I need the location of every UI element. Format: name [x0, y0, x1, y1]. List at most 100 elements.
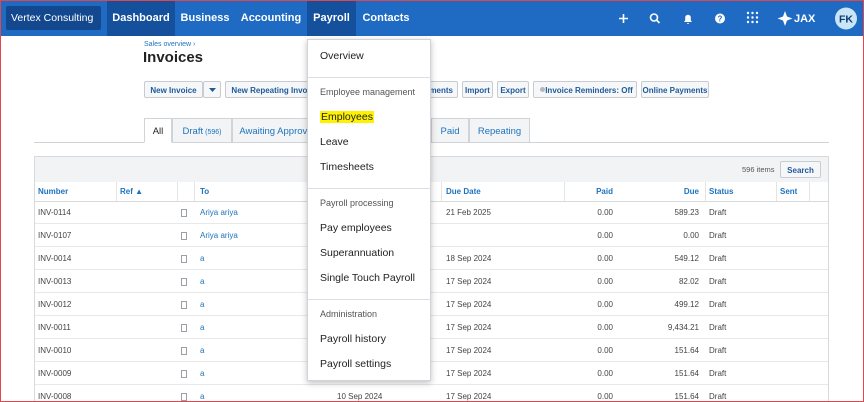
table-row[interactable] [35, 362, 828, 385]
cell-status: Draft [709, 300, 727, 309]
column-divider [441, 182, 442, 201]
nav-icons: ? JAX FK [619, 7, 857, 30]
search-icon[interactable] [649, 13, 659, 22]
org-switcher[interactable]: Vertex Consulting [6, 6, 101, 44]
cell-paid: 0.00 [597, 208, 613, 217]
cell-to[interactable]: Ariya ariya [200, 208, 238, 217]
menu-heading: Administration [320, 309, 378, 319]
tab-label: Awaiting Approval [239, 126, 315, 137]
tab[interactable]: Paid [431, 118, 469, 143]
cell-due: 589.23 [674, 208, 699, 217]
avatar[interactable] [835, 7, 857, 30]
apps-icon[interactable] [746, 11, 759, 24]
doc-icon [181, 278, 187, 286]
nav-item[interactable]: Contacts [362, 12, 410, 24]
cell-paid: 0.00 [597, 369, 613, 378]
column-header[interactable]: Number [38, 187, 69, 196]
column-header[interactable]: Sent [780, 187, 798, 196]
tab-label: Draft [182, 126, 204, 137]
column-divider [776, 182, 777, 201]
menu-item[interactable]: Payroll settings [320, 358, 392, 370]
cell-number: INV-0008 [38, 392, 72, 401]
page-title: Invoices [143, 49, 204, 66]
dropdown-button[interactable] [203, 81, 221, 98]
tab-label: All [152, 126, 164, 137]
toolbar-button[interactable]: Online Payments [641, 81, 709, 98]
add-icon[interactable] [619, 14, 628, 23]
cell-to[interactable]: Ariya ariya [200, 231, 238, 240]
doc-icon [181, 232, 187, 240]
doc-icon [181, 301, 187, 309]
cell-due: 151.64 [674, 392, 699, 401]
cell-due-date: 17 Sep 2024 [446, 277, 492, 286]
cell-due: 82.02 [678, 277, 699, 286]
cell-status: Draft [709, 346, 727, 355]
table-row[interactable] [35, 201, 828, 224]
cell-status: Draft [709, 254, 727, 263]
table-row[interactable] [35, 316, 828, 339]
column-divider [177, 182, 178, 201]
menu-item[interactable]: Pay employees [320, 222, 392, 234]
cell-status: Draft [709, 231, 727, 240]
column-header[interactable]: Paid [596, 187, 613, 196]
help-icon[interactable] [715, 13, 725, 24]
menu-item[interactable]: Single Touch Payroll [320, 272, 415, 284]
bell-icon[interactable] [684, 14, 692, 24]
cell-number: INV-0114 [38, 208, 71, 217]
menu-item[interactable]: Superannuation [320, 247, 395, 259]
cell-to[interactable]: a [200, 277, 205, 286]
table-row[interactable] [35, 270, 828, 293]
cell-paid: 0.00 [597, 231, 613, 240]
table-row[interactable] [35, 224, 828, 247]
toolbar-button[interactable]: New Invoice [144, 81, 203, 98]
toolbar-button[interactable]: New Repeating Invoice [225, 81, 325, 98]
menu-heading: Payroll processing [320, 198, 394, 208]
top-nav: Vertex Consulting ? JAX FK Dashboard Busi… [1, 1, 863, 44]
tab[interactable]: All [144, 118, 172, 143]
search-button[interactable]: Search [780, 161, 821, 178]
toolbar-button[interactable]: Import [462, 81, 493, 98]
menu-item[interactable]: Timesheets [320, 161, 374, 173]
column-header[interactable]: Status [709, 187, 734, 196]
cell-due-date: 17 Sep 2024 [446, 392, 492, 401]
column-header[interactable]: To [200, 187, 210, 196]
column-header[interactable]: Due [683, 187, 699, 196]
nav-item[interactable]: Business [180, 12, 230, 24]
org-name: Vertex Consulting [11, 12, 94, 24]
toolbar-button[interactable]: Export [497, 81, 529, 98]
table-row[interactable] [35, 247, 828, 270]
tab[interactable]: Draft (596) [172, 118, 232, 143]
nav-item[interactable]: Payroll [307, 1, 356, 36]
menu-separator [308, 299, 432, 300]
cell-status: Draft [709, 369, 727, 378]
doc-icon [181, 393, 187, 401]
cell-number: INV-0012 [38, 300, 72, 309]
cell-number: INV-0013 [38, 277, 72, 286]
table-row[interactable] [35, 339, 828, 362]
jax-label: JAX [794, 13, 816, 25]
table-row[interactable] [35, 293, 828, 316]
cell-to[interactable]: a [200, 254, 205, 263]
menu-item[interactable]: Payroll history [320, 333, 386, 345]
cell-due: 151.64 [674, 369, 699, 378]
cell-paid: 0.00 [597, 300, 613, 309]
menu-item[interactable]: Employees [320, 111, 374, 123]
cell-due-date: 17 Sep 2024 [446, 369, 492, 378]
cell-to[interactable]: a [200, 346, 205, 355]
jax-icon[interactable] [777, 11, 793, 26]
column-header[interactable]: Due Date [446, 187, 481, 196]
cell-to[interactable]: a [200, 300, 205, 309]
cell-to[interactable]: a [200, 392, 205, 401]
breadcrumb[interactable]: Sales overview › [144, 41, 196, 48]
toolbar-button[interactable]: Invoice Reminders: Off [533, 81, 637, 98]
header-row [35, 182, 828, 202]
doc-icon [181, 255, 187, 263]
menu-item[interactable]: Leave [320, 136, 349, 148]
cell-to[interactable]: a [200, 323, 205, 332]
column-header[interactable]: Ref ▲ [120, 187, 144, 196]
nav-item[interactable]: Dashboard [107, 1, 175, 36]
tab[interactable]: Repeating [469, 118, 530, 143]
nav-item[interactable]: Accounting [240, 12, 302, 24]
cell-to[interactable]: a [200, 369, 205, 378]
menu-item[interactable]: Overview [320, 50, 364, 62]
